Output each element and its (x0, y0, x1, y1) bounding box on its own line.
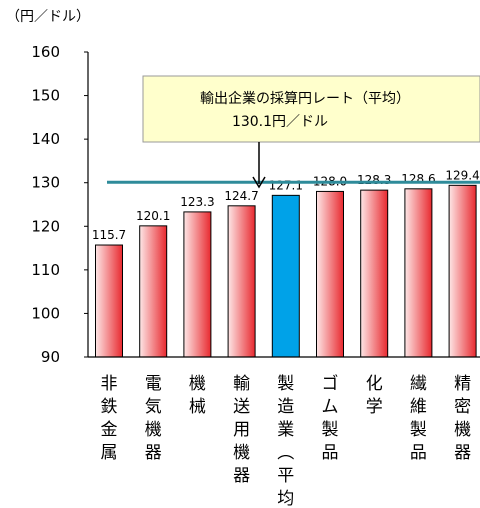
category-label-char: 密 (454, 397, 471, 417)
axes-group (87, 52, 480, 358)
category-label-char: 機 (145, 420, 162, 440)
bar (448, 184, 477, 358)
bar-highlight (271, 194, 300, 358)
y-tick-label: 100 (31, 304, 60, 322)
category-label-char: 械 (189, 397, 206, 417)
bar-value-label: 128.3 (357, 173, 391, 187)
bar-value-label: 127.1 (269, 178, 303, 192)
category-label-char: 業 (277, 420, 294, 440)
category-label-char: 均 (277, 489, 294, 508)
bar (316, 190, 344, 358)
category-label-char: ゴ (322, 373, 339, 394)
category-label-char: 電 (145, 374, 162, 394)
category-label-char: 器 (454, 443, 471, 463)
category-label-char: 非 (101, 374, 118, 394)
bar-value-label: 120.1 (136, 209, 170, 223)
callout-line-2: 130.1円／ドル (232, 114, 328, 130)
y-tick-label: 90 (41, 348, 60, 366)
category-label-char: 精 (454, 374, 471, 394)
callout-line-1: 輸出企業の採算円レート（平均） (200, 90, 410, 107)
callout-arrow-head (252, 176, 266, 189)
category-label: 製造業︵平均︶ (277, 374, 294, 508)
bar-value-label: 123.3 (180, 195, 214, 209)
category-label-char: ︵ (277, 443, 294, 463)
category-label-char: 機 (233, 443, 250, 463)
category-label-char: 平 (277, 466, 294, 486)
bar (404, 188, 433, 358)
y-axis-unit-label: （円／ドル） (6, 9, 90, 25)
bar (95, 244, 123, 358)
category-label-char: 製 (410, 420, 427, 440)
category-label-char: 機 (189, 374, 206, 394)
callout-group: 輸出企業の採算円レート（平均） 130.1円／ドル (142, 75, 480, 189)
category-label-char: 品 (410, 443, 427, 463)
category-label-char: 金 (101, 420, 118, 440)
y-axis-ticks: 90 100 110 120 130 140 150 160 (31, 43, 88, 366)
y-tick-label: 120 (31, 217, 60, 235)
category-label-char: 気 (145, 397, 162, 417)
bar (183, 211, 212, 358)
category-label-char: 品 (322, 443, 339, 463)
category-label-char: 繊 (410, 374, 427, 394)
category-label-char: 器 (145, 443, 162, 463)
category-label-char: 造 (277, 397, 294, 417)
y-tick-label: 160 (31, 43, 60, 61)
callout-box (142, 75, 480, 143)
category-label-char: 鉄 (101, 397, 118, 417)
bar (227, 205, 256, 358)
category-label: 化学 (366, 374, 383, 417)
y-tick-label: 150 (31, 87, 60, 105)
y-tick-label: 110 (31, 261, 60, 279)
category-label-char: 属 (101, 443, 118, 463)
category-label-char: 送 (233, 397, 250, 417)
bar-value-label: 124.7 (224, 189, 258, 203)
bar-value-label: 129.4 (445, 168, 479, 182)
bar-value-label: 115.7 (92, 228, 126, 242)
category-label-char: 製 (322, 420, 339, 440)
category-label-char: 化 (366, 374, 383, 394)
category-label-char: 維 (410, 397, 427, 417)
category-label-char: 機 (454, 420, 471, 440)
y-tick-label: 140 (31, 130, 60, 148)
category-label-char: 用 (233, 420, 250, 440)
y-tick-label: 130 (31, 174, 60, 192)
category-label-char: 輸 (233, 374, 250, 394)
bars-group (95, 184, 477, 358)
category-label: 機械 (189, 374, 206, 417)
category-label-char: ム (322, 397, 339, 417)
bar (139, 225, 168, 358)
category-label-char: 製 (277, 374, 294, 394)
category-label-char: 器 (233, 466, 250, 486)
bar (360, 189, 389, 358)
category-label-char: 学 (366, 397, 383, 417)
